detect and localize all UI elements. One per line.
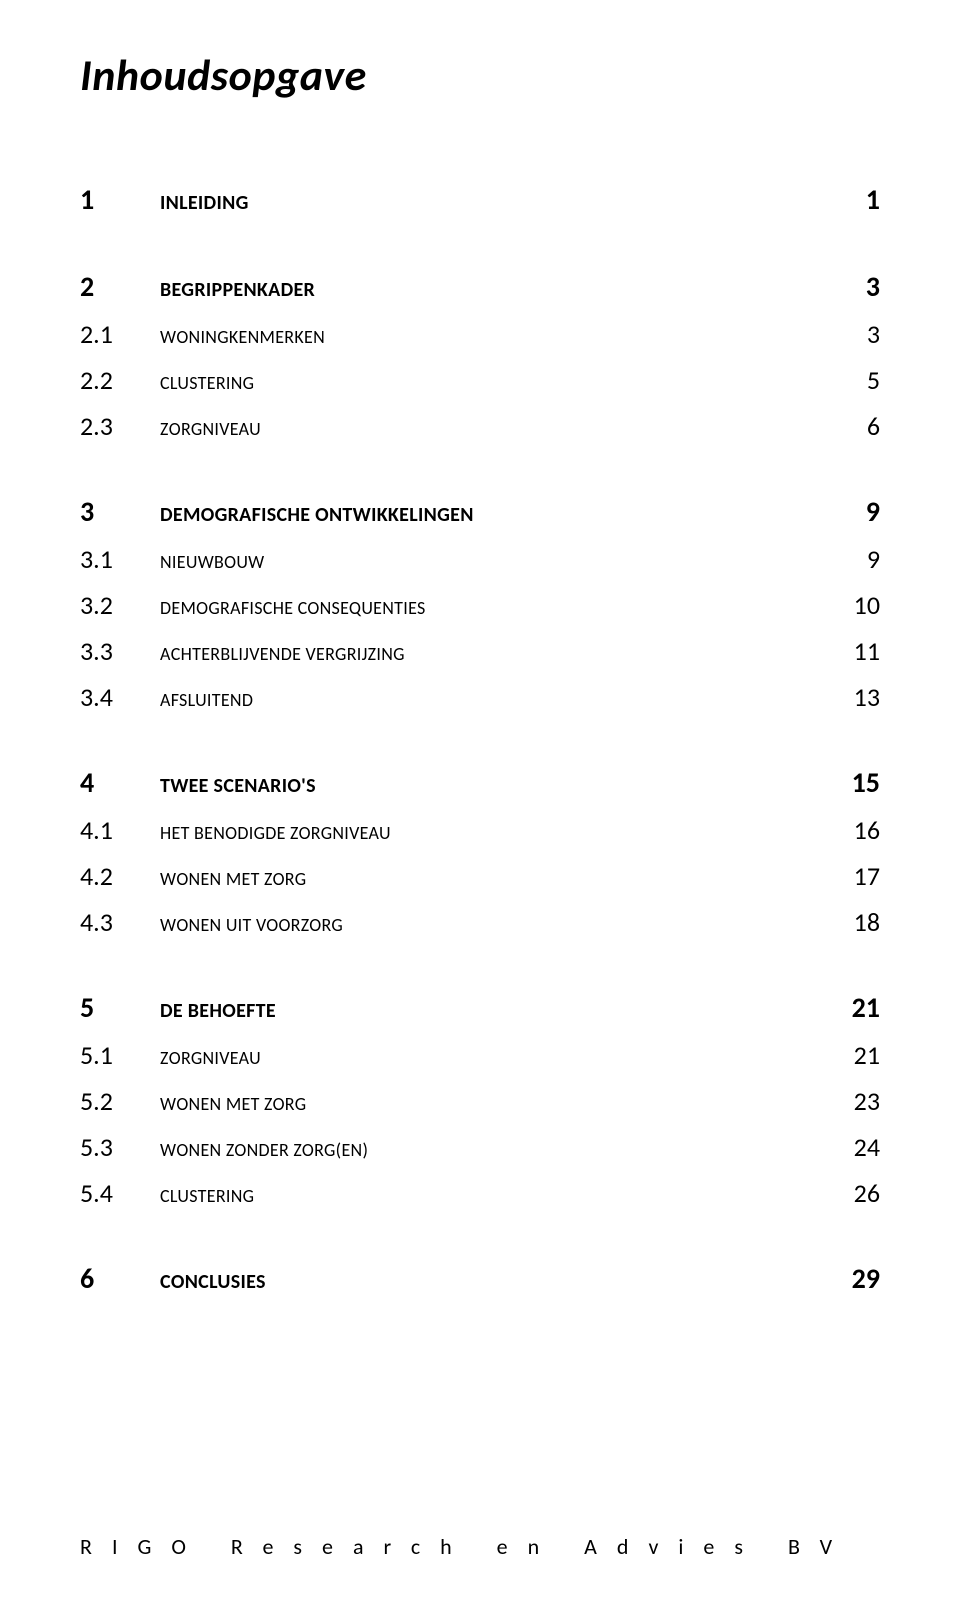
toc-number: 2.2 (80, 364, 160, 396)
toc-row: 4.1Het benodigde zorgniveau16 (80, 814, 880, 846)
toc-number: 3.4 (80, 681, 160, 713)
page-title: Inhoudsopgave (80, 48, 880, 102)
toc-page-number: 13 (820, 681, 880, 713)
toc-number: 4 (80, 765, 160, 800)
toc-number: 3.1 (80, 543, 160, 575)
toc-page-number: 18 (820, 906, 880, 938)
toc-number: 3 (80, 494, 160, 529)
footer-text: RIGO Research en Advies BV (80, 1533, 880, 1560)
toc-label: Afsluitend (160, 681, 820, 713)
toc-page-number: 17 (820, 860, 880, 892)
toc-label: De behoefte (160, 990, 820, 1025)
toc-number: 3.2 (80, 589, 160, 621)
toc-page-number: 1 (820, 182, 880, 217)
toc-label: Zorgniveau (160, 1039, 820, 1071)
toc-row: 2Begrippenkader3 (80, 269, 880, 304)
toc-page-number: 3 (820, 318, 880, 350)
toc-label: Demografische consequenties (160, 589, 820, 621)
toc-row: 2.2Clustering5 (80, 364, 880, 396)
toc-label: Woningkenmerken (160, 318, 820, 350)
toc-label: Demografische ontwikkelingen (160, 494, 820, 529)
toc-number: 4.2 (80, 860, 160, 892)
toc-page-number: 29 (820, 1261, 880, 1296)
toc-label: Begrippenkader (160, 269, 820, 304)
toc-label: Achterblijvende vergrijzing (160, 635, 820, 667)
toc-row: 3.4Afsluitend13 (80, 681, 880, 713)
toc-label: Clustering (160, 364, 820, 396)
toc-label: Zorgniveau (160, 410, 820, 442)
toc-number: 5.4 (80, 1177, 160, 1209)
toc-row: 6Conclusies29 (80, 1261, 880, 1296)
toc-row: 5.1Zorgniveau21 (80, 1039, 880, 1071)
toc-page-number: 21 (820, 990, 880, 1025)
toc-row: 3.1Nieuwbouw9 (80, 543, 880, 575)
toc-label: Wonen met zorg (160, 1085, 820, 1117)
toc-label: Wonen met zorg (160, 860, 820, 892)
toc-row: 3.3Achterblijvende vergrijzing11 (80, 635, 880, 667)
toc-number: 2.1 (80, 318, 160, 350)
toc-number: 3.3 (80, 635, 160, 667)
toc-label: Twee scenario's (160, 765, 820, 800)
toc-label: Wonen uit voorzorg (160, 906, 820, 938)
toc-number: 5.1 (80, 1039, 160, 1071)
toc-row: 5.3Wonen zonder zorg(en)24 (80, 1131, 880, 1163)
document-page: Inhoudsopgave 1Inleiding1 2Begrippenkader… (0, 0, 960, 1618)
toc-number: 5 (80, 990, 160, 1025)
toc-row: 5.4Clustering26 (80, 1177, 880, 1209)
toc-number: 4.1 (80, 814, 160, 846)
toc-page-number: 15 (820, 765, 880, 800)
toc-label: Inleiding (160, 182, 820, 217)
toc-page-number: 21 (820, 1039, 880, 1071)
toc-label: Clustering (160, 1177, 820, 1209)
toc-number: 5.2 (80, 1085, 160, 1117)
toc-row: 5De behoefte21 (80, 990, 880, 1025)
toc-page-number: 16 (820, 814, 880, 846)
toc-page-number: 26 (820, 1177, 880, 1209)
toc-number: 1 (80, 182, 160, 217)
toc-number: 4.3 (80, 906, 160, 938)
toc-label: Conclusies (160, 1261, 820, 1296)
toc-row: 5.2Wonen met zorg23 (80, 1085, 880, 1117)
toc-row: 4Twee scenario's15 (80, 765, 880, 800)
toc-number: 6 (80, 1261, 160, 1296)
toc-label: Het benodigde zorgniveau (160, 814, 820, 846)
toc-number: 2 (80, 269, 160, 304)
toc-row: 2.1Woningkenmerken3 (80, 318, 880, 350)
toc-page-number: 11 (820, 635, 880, 667)
toc-row: 1Inleiding1 (80, 182, 880, 217)
toc-page-number: 23 (820, 1085, 880, 1117)
toc-page-number: 9 (820, 543, 880, 575)
toc-page-number: 5 (820, 364, 880, 396)
toc-label: Wonen zonder zorg(en) (160, 1131, 820, 1163)
toc-page-number: 9 (820, 494, 880, 529)
toc-row: 2.3Zorgniveau6 (80, 410, 880, 442)
toc-number: 5.3 (80, 1131, 160, 1163)
toc-label: Nieuwbouw (160, 543, 820, 575)
table-of-contents: 1Inleiding12Begrippenkader32.1Woningkenm… (80, 182, 880, 1296)
toc-row: 4.2Wonen met zorg17 (80, 860, 880, 892)
toc-page-number: 6 (820, 410, 880, 442)
toc-row: 4.3Wonen uit voorzorg18 (80, 906, 880, 938)
toc-number: 2.3 (80, 410, 160, 442)
toc-page-number: 10 (820, 589, 880, 621)
toc-page-number: 24 (820, 1131, 880, 1163)
toc-page-number: 3 (820, 269, 880, 304)
toc-row: 3.2Demografische consequenties10 (80, 589, 880, 621)
toc-row: 3Demografische ontwikkelingen9 (80, 494, 880, 529)
